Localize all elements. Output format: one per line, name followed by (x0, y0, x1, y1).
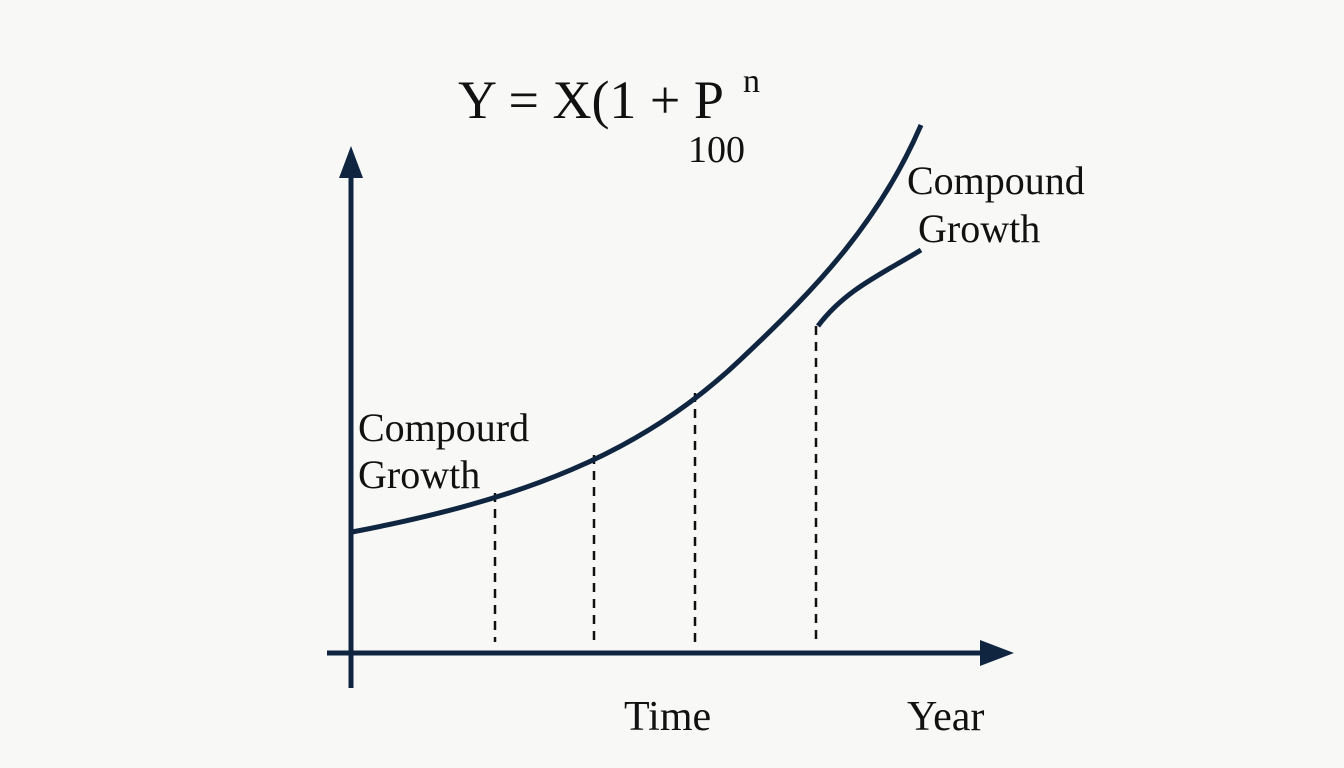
x-axis-arrow (980, 640, 1014, 666)
axis-label: Year (907, 694, 984, 740)
label-line: Compound (907, 158, 1085, 203)
label-line: Growth (918, 206, 1040, 251)
label-line: Growth (358, 452, 480, 497)
formula-exponent: n (743, 63, 760, 100)
growth-curve-segment (816, 247, 923, 328)
axis-label: Time (624, 694, 711, 740)
curve-label: Compound Growth (907, 158, 1095, 251)
curve-label: Compourd Growth (358, 405, 539, 497)
formula-denominator: 100 (688, 129, 745, 171)
y-axis-arrow (339, 146, 363, 178)
formula: Y = X(1 + P (458, 70, 724, 130)
growth-curve (351, 124, 924, 535)
label-line: Compourd (358, 405, 529, 450)
